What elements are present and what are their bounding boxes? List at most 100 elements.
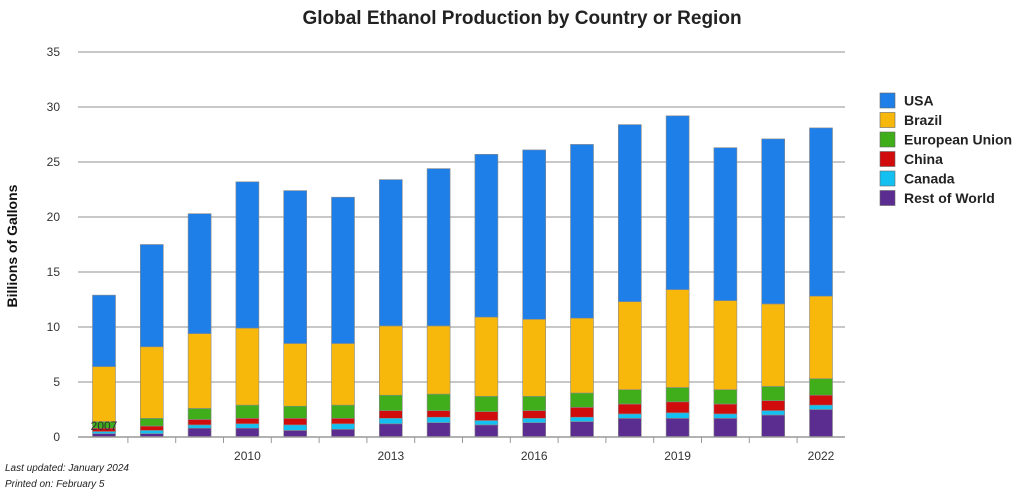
x-tick-2007: 2007 [91, 419, 118, 433]
bar-2021-canada [761, 410, 786, 416]
bar-2015-brazil [474, 316, 499, 397]
bar-2009-european-union [187, 408, 212, 420]
bar-2016-canada [522, 417, 547, 423]
bar-2017-european-union [570, 392, 594, 408]
bars [92, 115, 833, 438]
y-tick-25: 25 [47, 155, 61, 169]
bar-2007-usa [92, 294, 116, 367]
bar-2020-rest-of-world [713, 417, 738, 438]
x-tick-2013: 2013 [377, 449, 404, 463]
bar-2011-european-union [283, 405, 308, 419]
y-tick-labels: 0 5 10 15 20 25 30 35 [47, 45, 61, 444]
bar-2014-china [426, 410, 451, 418]
bar-2016-brazil [522, 318, 547, 397]
bar-2010-brazil [235, 327, 260, 406]
bar-2014-brazil [426, 325, 451, 395]
bar-2021-china [761, 400, 786, 411]
bar-2018-brazil [617, 301, 642, 391]
bar-2014-european-union [426, 393, 451, 411]
bar-2013-rest-of-world [378, 423, 403, 438]
y-tick-20: 20 [47, 210, 61, 224]
x-tick-2010: 2010 [234, 449, 261, 463]
bar-2010-canada [235, 423, 260, 429]
bar-2011-rest-of-world [283, 430, 308, 438]
bar-2014-rest-of-world [426, 422, 451, 438]
bar-2013-brazil [378, 325, 403, 396]
bar-2010-usa [235, 181, 260, 329]
bar-2008-canada [140, 430, 164, 434]
bar-2017-rest-of-world [570, 421, 594, 438]
bar-2010-china [235, 417, 260, 425]
y-tick-30: 30 [47, 100, 61, 114]
bar-2016-european-union [522, 395, 547, 411]
bar-2018-usa [617, 124, 642, 303]
bar-2012-usa [331, 196, 355, 344]
bar-2011-china [283, 417, 308, 426]
legend-label-rest-of-world: Rest of World [904, 190, 995, 206]
bar-2019-european-union [665, 387, 690, 403]
bar-2009-rest-of-world [187, 427, 212, 438]
x-axis: 2007 2010 2013 2016 2019 2022 [78, 419, 845, 463]
bar-2021-rest-of-world [761, 414, 786, 438]
bar-2017-usa [570, 144, 594, 319]
bar-2021-usa [761, 138, 786, 305]
legend-swatch-usa [879, 92, 896, 109]
bar-2012-canada [331, 423, 355, 430]
legend-label-european-union: European Union [904, 132, 1012, 148]
chart-title: Global Ethanol Production by Country or … [302, 8, 741, 29]
bar-2013-china [378, 410, 403, 419]
legend-swatch-china [879, 151, 896, 167]
bar-2012-rest-of-world [331, 428, 355, 438]
bar-2020-brazil [713, 300, 738, 391]
x-tick-2022: 2022 [808, 449, 835, 463]
bar-2009-china [187, 419, 212, 426]
bar-2020-china [713, 403, 738, 415]
bar-2011-brazil [283, 343, 308, 407]
bar-2013-european-union [378, 394, 403, 411]
bar-2010-rest-of-world [235, 427, 260, 438]
bar-2008-european-union [140, 417, 164, 427]
bar-2008-china [140, 425, 164, 431]
bar-2019-rest-of-world [665, 417, 690, 438]
x-tick-2019: 2019 [664, 449, 691, 463]
legend-swatch-brazil [879, 112, 896, 128]
legend-label-canada: Canada [904, 171, 955, 187]
bar-2018-european-union [617, 389, 642, 405]
bar-2020-canada [713, 413, 738, 419]
bar-2014-usa [426, 168, 451, 327]
bar-2008-usa [140, 244, 164, 348]
legend-swatch-canada [879, 170, 896, 187]
y-axis-label: Billions of Gallons [4, 184, 20, 307]
bar-2017-canada [570, 416, 594, 422]
bar-2009-brazil [187, 333, 212, 409]
bar-2015-china [474, 411, 499, 421]
bar-2012-brazil [331, 343, 355, 406]
y-tick-0: 0 [53, 430, 60, 444]
bar-2007-brazil [92, 366, 116, 422]
bar-2010-european-union [235, 404, 260, 419]
y-tick-15: 15 [47, 265, 61, 279]
legend-swatch-european-union [879, 131, 896, 148]
bar-2018-china [617, 403, 642, 415]
bar-2021-brazil [761, 303, 786, 387]
bar-2022-usa [809, 127, 833, 297]
bar-2014-canada [426, 416, 451, 424]
legend-label-china: China [904, 151, 943, 167]
bar-2021-european-union [761, 386, 786, 401]
bar-2019-brazil [665, 289, 690, 388]
bar-2011-usa [283, 190, 308, 344]
y-tick-10: 10 [47, 320, 61, 334]
bar-2019-canada [665, 412, 690, 419]
bar-2016-rest-of-world [522, 422, 547, 438]
legend-label-brazil: Brazil [904, 112, 942, 128]
bar-2022-european-union [809, 378, 833, 396]
bar-2019-usa [665, 115, 690, 290]
bar-2022-canada [809, 404, 833, 410]
bar-2020-usa [713, 147, 738, 301]
y-tick-35: 35 [47, 45, 61, 59]
bar-2019-china [665, 401, 690, 414]
bar-2013-usa [378, 179, 403, 327]
bar-2015-rest-of-world [474, 424, 499, 438]
bar-2015-usa [474, 154, 499, 318]
